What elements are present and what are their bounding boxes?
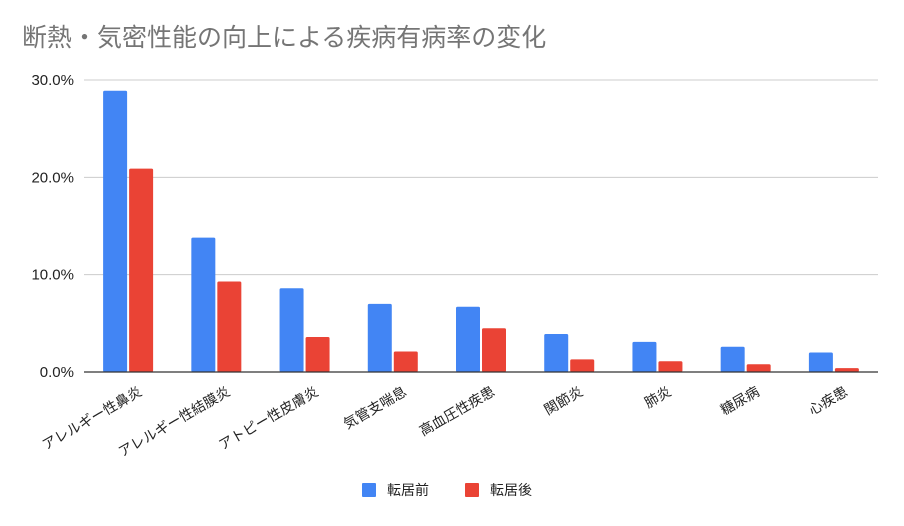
bar-after [834,368,859,372]
legend: 転居前 転居後 [362,482,532,499]
bar-before [103,90,128,372]
category-label: 気管支喘息 [340,383,409,433]
y-tick-label: 0.0% [40,364,74,381]
bar-before [632,341,657,372]
category-label: 関節炎 [541,383,586,419]
bar-before [191,237,216,372]
legend-swatch [362,483,376,497]
bar-after [746,364,771,372]
legend-swatch [465,483,479,497]
bar-after [482,328,506,372]
bar-after [393,351,418,372]
bars [103,90,859,372]
category-label: 糖尿病 [718,384,762,419]
bar-after [129,168,154,372]
bar-after [570,359,595,372]
y-tick-label: 20.0% [31,169,74,186]
bar-after [305,336,330,372]
bar-before [279,288,304,372]
category-label: アトピー性皮膚炎 [216,384,321,454]
x-axis-categories: アレルギー性鼻炎アレルギー性結膜炎アトピー性皮膚炎 気管支喘息 高血圧性疾患 関節炎肺… [39,383,850,461]
gridlines [84,79,878,276]
bar-before [720,346,745,372]
legend-label: 転居後 [490,483,532,499]
bar-before [456,306,480,372]
category-label: 心疾患 [806,384,850,419]
bar-before [544,334,569,372]
bar-after [658,361,683,372]
bar-before [808,352,833,372]
bar-after [217,281,242,372]
category-label: 肺炎 [642,384,674,412]
chart-title: 断熱・気密性能の向上による疾病有病率の変化 [22,23,547,52]
legend-label: 転居前 [387,482,429,499]
y-tick-label: 30.0% [31,72,74,89]
y-tick-label: 10.0% [31,267,74,284]
y-axis-ticks: 0.0% 10.0% 20.0% 30.0% [31,72,74,381]
category-label: 高血圧性疾患 [417,383,498,440]
bar-before [367,303,392,372]
